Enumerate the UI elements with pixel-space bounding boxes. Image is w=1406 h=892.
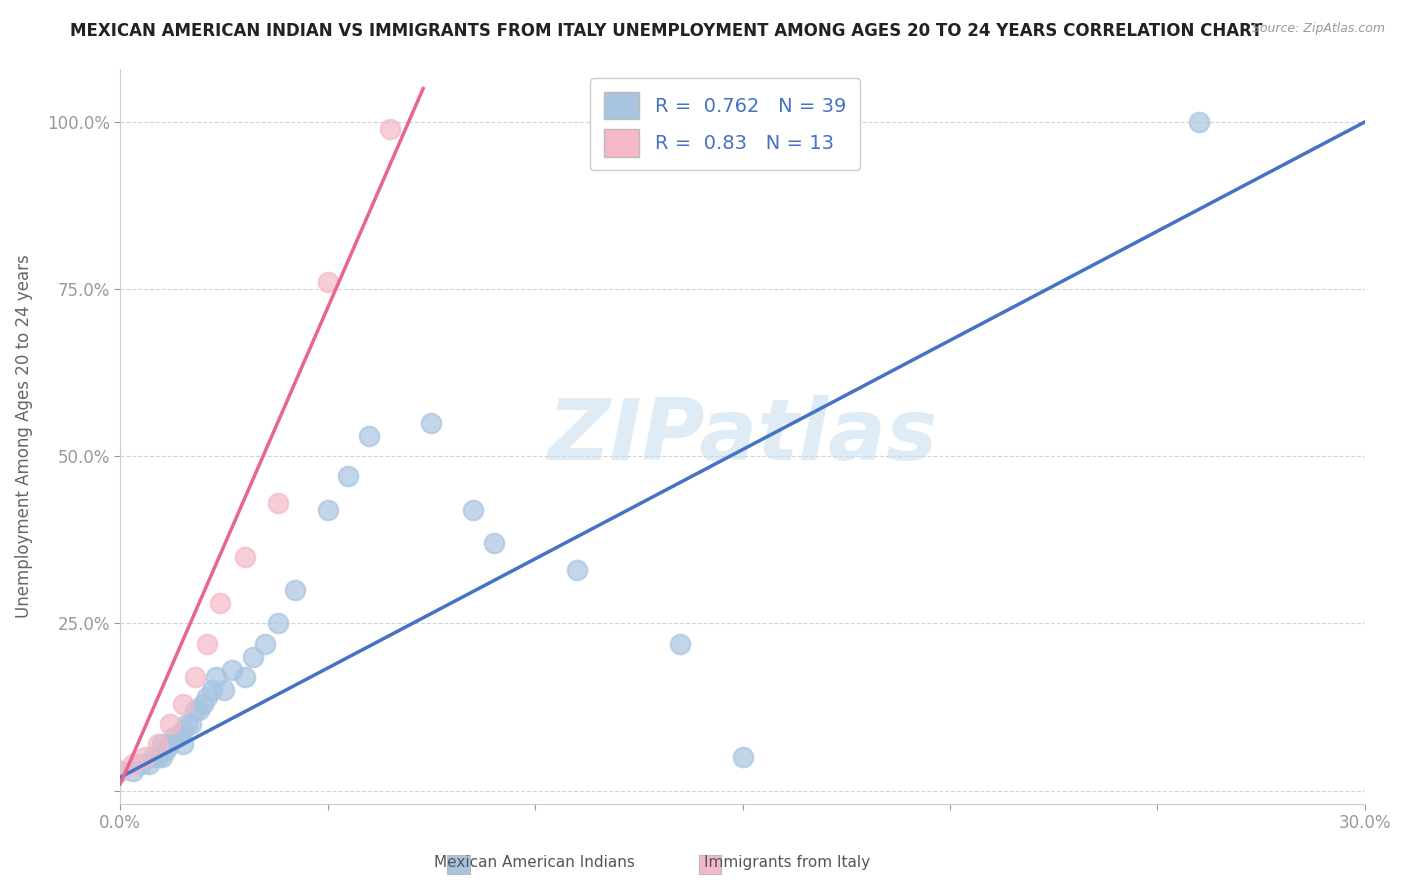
Point: [378, 121, 401, 136]
Point: [267, 616, 290, 631]
Point: [138, 756, 160, 771]
Point: [146, 737, 169, 751]
Text: Mexican American Indians: Mexican American Indians: [434, 855, 634, 870]
Y-axis label: Unemployment Among Ages 20 to 24 years: Unemployment Among Ages 20 to 24 years: [15, 254, 32, 618]
Point: [200, 683, 222, 698]
Point: [204, 670, 226, 684]
Point: [167, 730, 190, 744]
Point: [316, 503, 339, 517]
Point: [193, 697, 215, 711]
Point: [172, 723, 194, 738]
Point: [1188, 115, 1211, 129]
Point: [172, 737, 194, 751]
Point: [283, 582, 305, 597]
Point: [163, 730, 186, 744]
Point: [197, 690, 219, 704]
Point: [233, 670, 256, 684]
Point: [159, 737, 181, 751]
Point: [221, 663, 243, 677]
Legend: R =  0.762   N = 39, R =  0.83   N = 13: R = 0.762 N = 39, R = 0.83 N = 13: [591, 78, 859, 170]
Point: [110, 764, 132, 778]
Text: Source: ZipAtlas.com: Source: ZipAtlas.com: [1251, 22, 1385, 36]
Point: [188, 703, 211, 717]
Point: [731, 750, 754, 764]
Text: MEXICAN AMERICAN INDIAN VS IMMIGRANTS FROM ITALY UNEMPLOYMENT AMONG AGES 20 TO 2: MEXICAN AMERICAN INDIAN VS IMMIGRANTS FR…: [70, 22, 1263, 40]
Point: [150, 737, 173, 751]
Point: [316, 276, 339, 290]
Point: [142, 750, 165, 764]
Point: [669, 636, 692, 650]
Point: [565, 563, 588, 577]
Text: Immigrants from Italy: Immigrants from Italy: [704, 855, 870, 870]
Point: [267, 496, 290, 510]
Point: [254, 636, 277, 650]
Point: [208, 596, 231, 610]
Point: [337, 469, 360, 483]
Point: [482, 536, 505, 550]
Point: [172, 697, 194, 711]
Point: [121, 764, 143, 778]
Point: [134, 750, 156, 764]
Point: [176, 716, 198, 731]
Point: [184, 670, 207, 684]
Point: [461, 503, 484, 517]
Point: [159, 716, 181, 731]
Text: ZIPatlas: ZIPatlas: [547, 395, 938, 478]
Point: [150, 750, 173, 764]
Point: [420, 416, 443, 430]
Point: [184, 703, 207, 717]
Point: [359, 429, 381, 443]
Point: [129, 756, 152, 771]
Point: [212, 683, 235, 698]
Point: [180, 716, 202, 731]
Point: [242, 649, 264, 664]
Point: [155, 743, 177, 757]
Point: [110, 764, 132, 778]
Point: [197, 636, 219, 650]
Point: [146, 750, 169, 764]
Point: [233, 549, 256, 564]
Point: [121, 756, 143, 771]
